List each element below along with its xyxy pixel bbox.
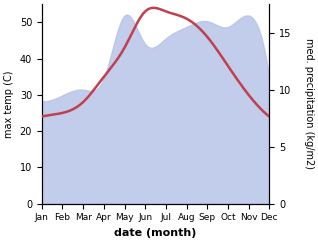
X-axis label: date (month): date (month) — [114, 228, 197, 238]
Y-axis label: max temp (C): max temp (C) — [4, 70, 14, 138]
Y-axis label: med. precipitation (kg/m2): med. precipitation (kg/m2) — [304, 38, 314, 169]
